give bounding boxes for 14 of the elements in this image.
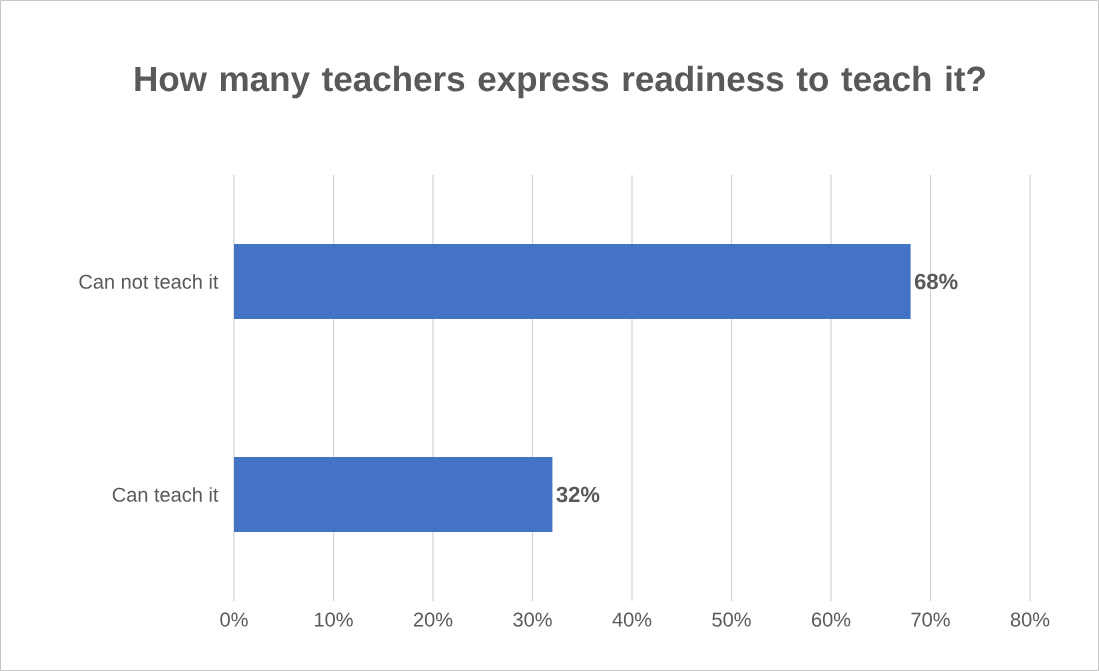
x-tick-label: 80% bbox=[1010, 612, 1050, 627]
data-label: 32% bbox=[556, 486, 600, 503]
x-tick-label: 30% bbox=[513, 612, 552, 627]
chart-title: How many teachers express readiness to teach it? bbox=[135, 65, 985, 99]
x-tick-label: 20% bbox=[413, 612, 453, 627]
x-tick-label: 70% bbox=[911, 612, 950, 627]
y-tick-label: Can not teach it bbox=[79, 274, 219, 289]
x-tick-label: 10% bbox=[315, 612, 353, 627]
x-tick-label: 40% bbox=[612, 612, 652, 627]
x-tick-label: 0% bbox=[220, 612, 248, 627]
data-label: 68% bbox=[914, 273, 958, 290]
x-tick-label: 50% bbox=[712, 612, 751, 627]
y-tick-label: Can teach it bbox=[112, 487, 219, 502]
x-tick-label: 60% bbox=[812, 612, 851, 627]
